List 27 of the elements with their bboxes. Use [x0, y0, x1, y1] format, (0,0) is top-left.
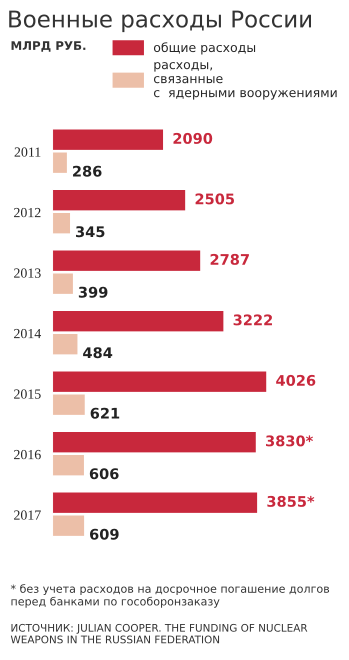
y-tick-label: 2011	[14, 147, 40, 157]
chart-title: Военные расходы России	[9, 10, 312, 32]
data-label: 484	[83, 347, 112, 358]
data-label: 399	[78, 286, 108, 298]
data-label: 3855*	[267, 496, 314, 507]
data-label: 621	[90, 408, 120, 419]
y-tick-label: 2014	[14, 328, 42, 338]
legend-label: общие расходы	[154, 42, 256, 55]
y-tick-label: 2012	[14, 208, 40, 218]
data-label: 2505	[196, 193, 234, 204]
data-label: 606	[90, 468, 119, 480]
data-label: 286	[73, 166, 102, 177]
y-tick-label: 2013	[14, 268, 41, 278]
y-tick-label: 2016	[14, 450, 41, 460]
data-label: 2787	[210, 254, 249, 265]
legend-label: расходы, связанные с ядерными вооружениями	[154, 62, 337, 100]
data-label: 2090	[173, 132, 212, 144]
data-label: 345	[76, 226, 104, 238]
data-label: 3222	[234, 314, 272, 326]
text: ИСТОЧНИК: JULIAN COOPER. THE FUNDING OF NUCLEAR WEAPONS IN THE RUSSIAN FEDERATION	[10, 624, 308, 644]
y-tick-label: 2017	[14, 510, 41, 520]
chart-subtitle: МЛРД РУБ.	[12, 41, 86, 52]
data-label: 3830*	[266, 435, 313, 446]
y-tick-label: 2015	[14, 389, 41, 399]
data-label: 609	[90, 528, 119, 540]
data-label: 4026	[276, 374, 316, 386]
text: * без учета расходов на досрочное погашение долгов перед банками по гособоронзаказу	[10, 584, 330, 608]
